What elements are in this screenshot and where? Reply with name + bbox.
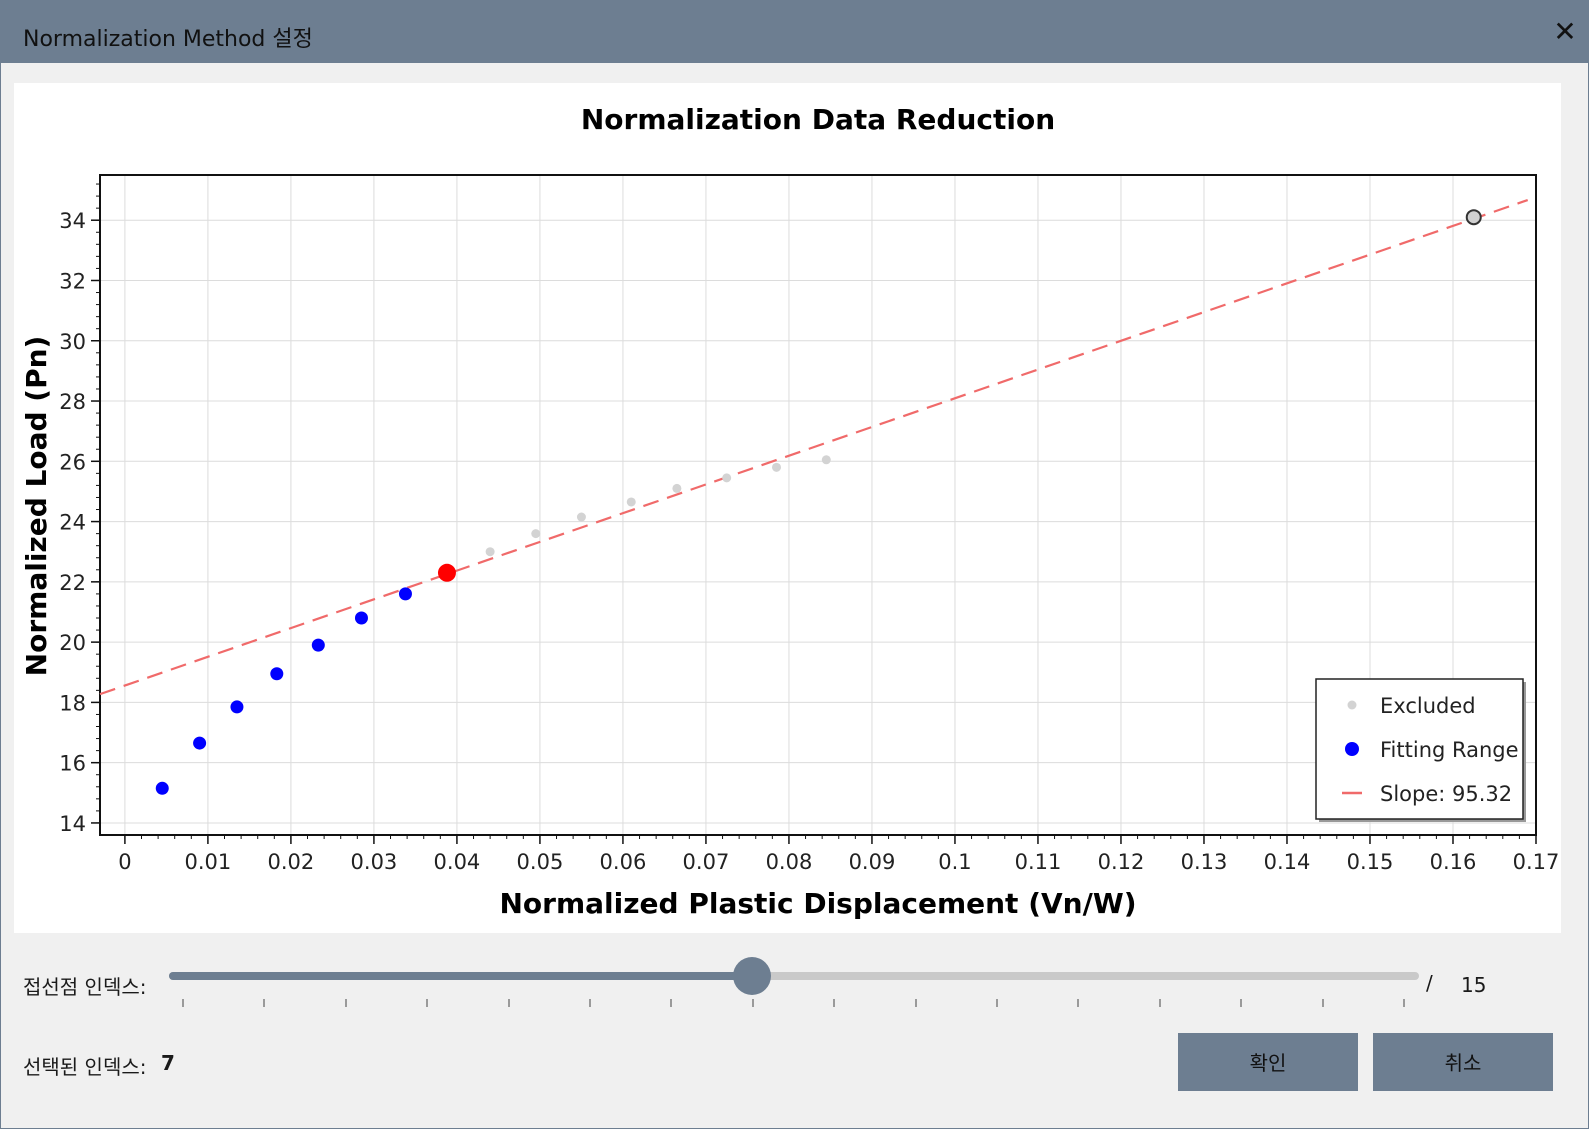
x-tick-label: 0.06 [600, 850, 647, 874]
x-tick-label: 0.05 [517, 850, 564, 874]
x-tick-label: 0.04 [434, 850, 481, 874]
slider-tick [182, 999, 184, 1007]
y-tick-label: 32 [59, 269, 86, 293]
plot-frame [99, 174, 1537, 836]
window-title: Normalization Method 설정 [23, 27, 313, 52]
fitting-point [193, 736, 207, 750]
excluded-point [672, 483, 682, 493]
y-tick-label: 30 [59, 330, 86, 354]
x-tick-label: 0.01 [185, 850, 232, 874]
x-tick-label: 0.13 [1181, 850, 1228, 874]
y-tick-label: 14 [59, 812, 86, 836]
y-tick-label: 28 [59, 390, 86, 414]
legend-label: Slope: 95.32 [1380, 782, 1512, 806]
plot-panel: Normalization Data Reduction Normalized … [14, 83, 1561, 933]
slider-tick [1077, 999, 1080, 1007]
slider-tick [914, 999, 917, 1007]
slider-tick [589, 999, 591, 1007]
slider-tick [833, 999, 836, 1007]
fitting-point [270, 667, 284, 681]
x-tick-label: 0.09 [849, 850, 896, 874]
x-tick-label: 0 [118, 850, 131, 874]
excluded-point [485, 547, 495, 557]
chart-legend: Excluded Fitting Range Slope: 95.32 [1315, 678, 1526, 822]
excluded-point [576, 512, 586, 522]
slider-separator: / [1426, 971, 1433, 995]
legend-point-swatch [1347, 700, 1357, 710]
legend-label: Fitting Range [1380, 738, 1519, 762]
excluded-point [821, 455, 831, 465]
y-tick-label: 22 [59, 571, 86, 595]
x-tick-label: 0.14 [1264, 850, 1311, 874]
ok-button[interactable]: 확인 [1178, 1033, 1358, 1091]
slider-tick [1240, 999, 1243, 1007]
slider-tick [1158, 999, 1161, 1007]
chart-title: Normalization Data Reduction [581, 103, 1055, 136]
slider-tick [344, 999, 347, 1007]
x-tick-label: 0.12 [1098, 850, 1145, 874]
slider-tick [751, 999, 754, 1007]
cancel-button[interactable]: 취소 [1373, 1033, 1553, 1091]
slider-label: 접선점 인덱스: [23, 975, 147, 999]
excluded-point [626, 497, 636, 507]
y-tick-label: 16 [59, 752, 86, 776]
fitting-point [354, 611, 368, 625]
title-bar[interactable]: Normalization Method 설정 ✕ [1, 1, 1588, 63]
fit-line [99, 199, 1529, 696]
selected-index-label: 선택된 인덱스: [23, 1055, 147, 1079]
slider-tick [670, 999, 673, 1007]
x-axis-label: Normalized Plastic Displacement (Vn/W) [500, 887, 1137, 920]
x-tick-label: 0.17 [1513, 850, 1560, 874]
selected-point [437, 563, 456, 582]
normalization-chart: Normalization Data Reduction Normalized … [20, 103, 1560, 920]
slider-fill [169, 972, 752, 980]
slider-tick [426, 999, 429, 1007]
fitting-point [398, 587, 412, 601]
y-tick-label: 20 [59, 631, 86, 655]
x-tick-label: 0.16 [1430, 850, 1477, 874]
selected-index-value: 7 [161, 1051, 175, 1075]
excluded-point [531, 529, 541, 539]
y-tick-label: 34 [59, 209, 86, 233]
x-tick-label: 0.02 [268, 850, 315, 874]
x-tick-label: 0.07 [683, 850, 730, 874]
fitting-point [155, 781, 169, 795]
y-tick-label: 24 [59, 511, 86, 535]
fitting-point [311, 638, 325, 652]
y-tick-label: 18 [59, 691, 86, 715]
legend-point-swatch [1345, 742, 1359, 756]
y-tick-label: 26 [59, 450, 86, 474]
x-tick-label: 0.03 [351, 850, 398, 874]
legend-label: Excluded [1380, 694, 1476, 718]
excluded-point [722, 473, 732, 483]
slider-tick [996, 999, 998, 1007]
close-icon[interactable]: ✕ [1553, 15, 1577, 48]
x-tick-label: 0.15 [1347, 850, 1394, 874]
x-tick-label: 0.1 [938, 850, 971, 874]
slider-tick [1403, 999, 1405, 1007]
slider-thumb[interactable] [732, 957, 771, 995]
fitting-point [230, 700, 244, 714]
end-point [1465, 209, 1482, 226]
slider-tick [507, 999, 510, 1007]
x-tick-label: 0.11 [1015, 850, 1062, 874]
slider-max-value: 15 [1461, 973, 1487, 997]
y-axis-label: Normalized Load (Pn) [20, 336, 53, 677]
excluded-point [771, 462, 781, 472]
x-tick-label: 0.08 [766, 850, 813, 874]
slider-track[interactable] [169, 972, 1419, 980]
slider-tick [1321, 999, 1324, 1007]
slider-tick [263, 999, 266, 1007]
